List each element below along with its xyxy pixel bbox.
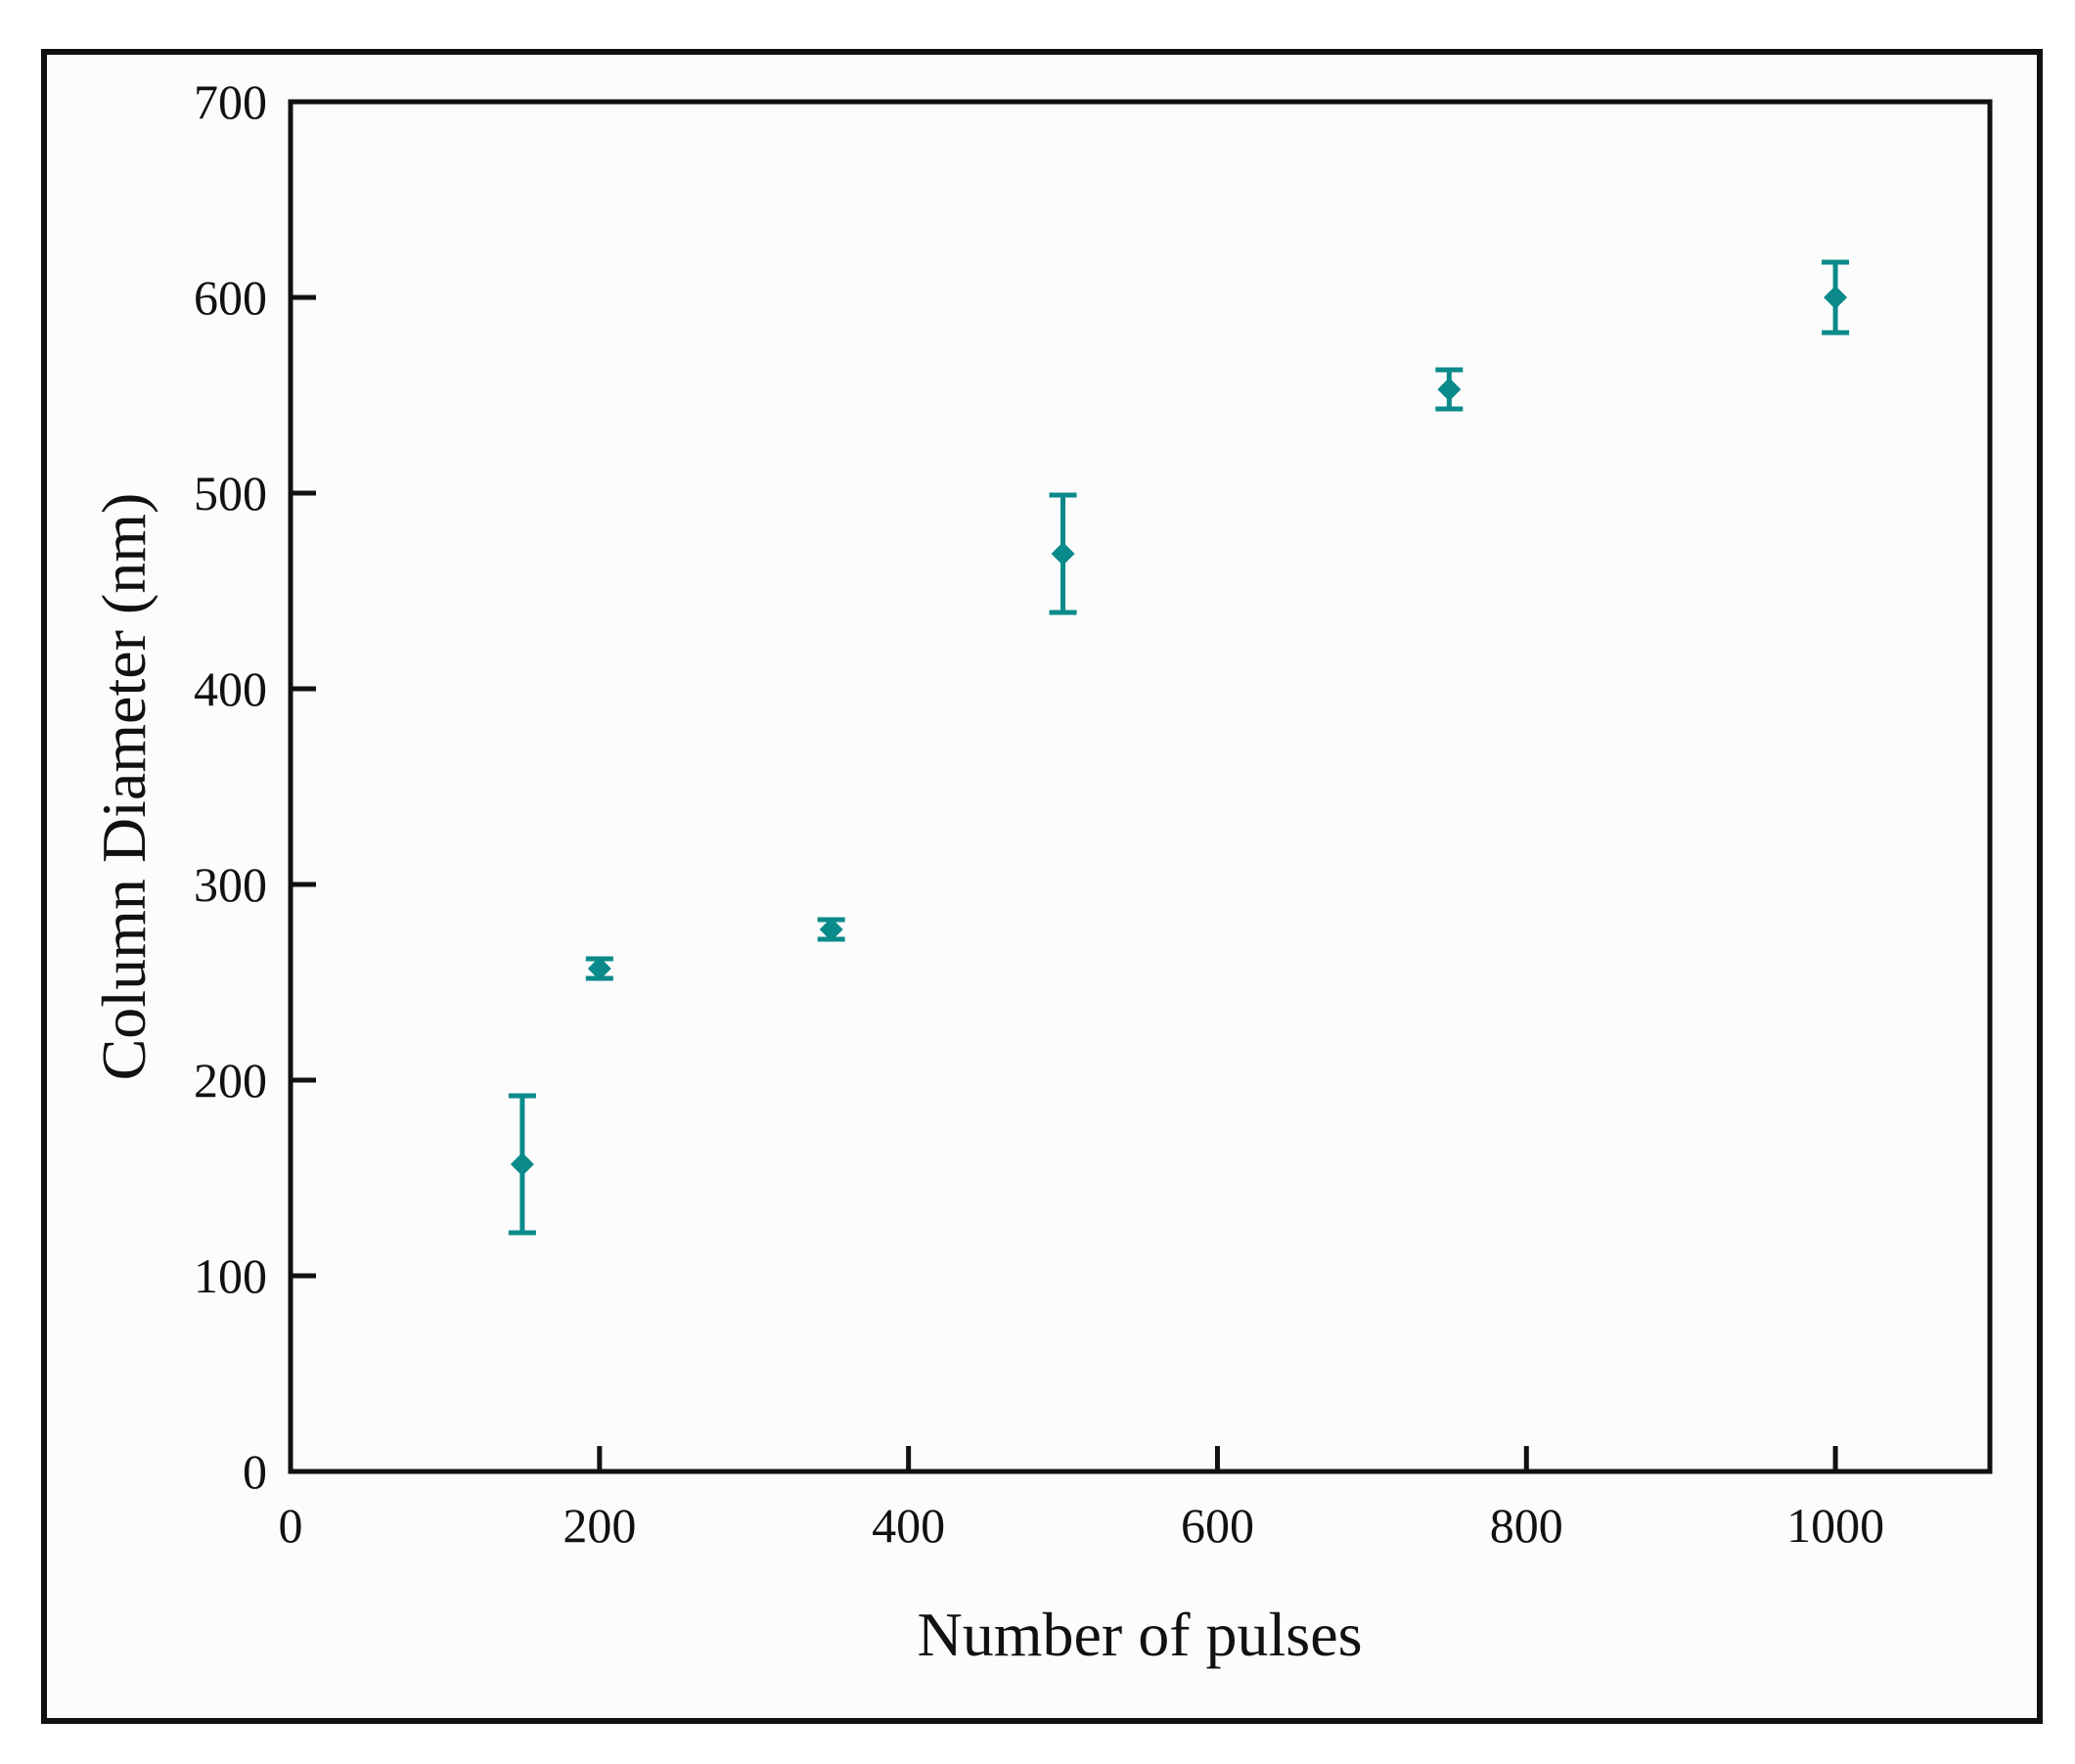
data-series bbox=[508, 259, 1850, 1236]
data-point bbox=[510, 1153, 534, 1176]
y-tick-label: 300 bbox=[194, 857, 267, 912]
data-point bbox=[1824, 286, 1848, 309]
plot-area bbox=[288, 99, 1993, 1474]
y-axis-title: Column Diameter (nm) bbox=[89, 493, 158, 1081]
y-tick-label: 400 bbox=[194, 661, 267, 716]
x-tick-label: 0 bbox=[279, 1498, 303, 1553]
y-tick-label: 100 bbox=[194, 1248, 267, 1303]
y-tick-label: 600 bbox=[194, 270, 267, 325]
x-tick-label: 800 bbox=[1490, 1498, 1563, 1553]
figure-frame bbox=[41, 49, 2043, 1724]
data-point bbox=[819, 918, 843, 941]
data-point bbox=[1051, 542, 1075, 565]
data-point bbox=[1437, 378, 1462, 401]
y-axis: 0 100 200 300 400 500 600 700 bbox=[194, 74, 316, 1499]
x-tick-label: 400 bbox=[872, 1498, 945, 1553]
y-tick-label: 500 bbox=[194, 466, 267, 520]
x-axis-title: Number of pulses bbox=[917, 1600, 1362, 1669]
x-tick-label: 600 bbox=[1181, 1498, 1254, 1553]
y-tick-label: 200 bbox=[194, 1053, 267, 1108]
x-axis: 0 200 400 600 800 1000 bbox=[279, 1446, 1884, 1553]
y-tick-label: 700 bbox=[194, 74, 267, 129]
x-tick-label: 200 bbox=[563, 1498, 636, 1553]
y-tick-label: 0 bbox=[243, 1444, 267, 1499]
x-tick-label: 1000 bbox=[1786, 1498, 1884, 1553]
data-point bbox=[587, 957, 611, 980]
